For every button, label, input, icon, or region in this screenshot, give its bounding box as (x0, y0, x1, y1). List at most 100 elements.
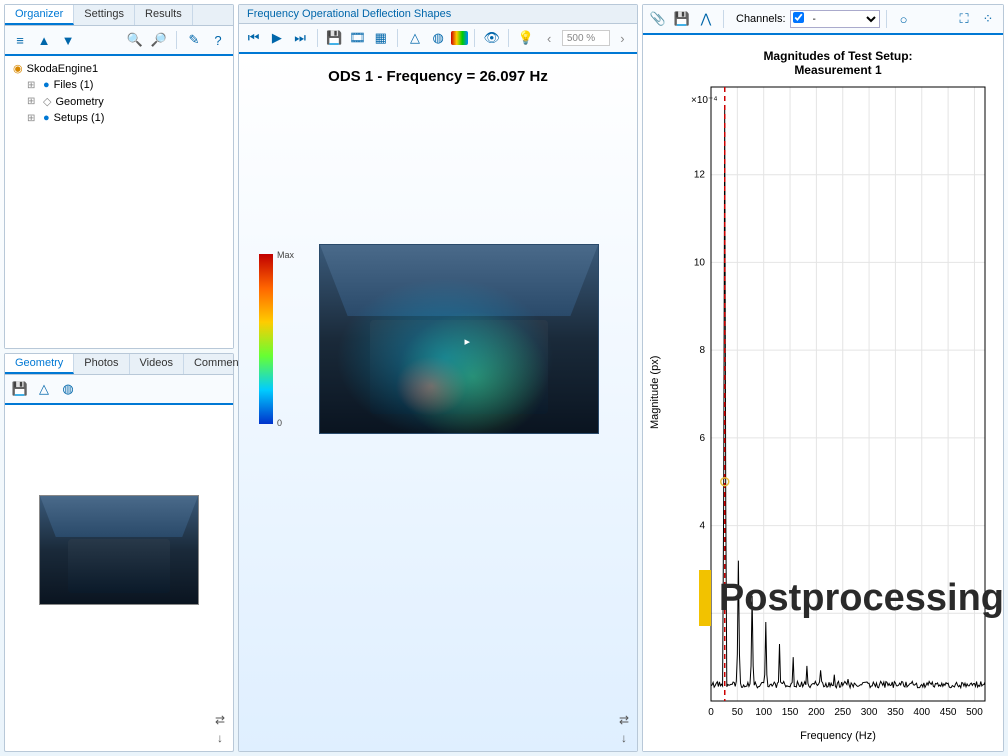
sphere-icon[interactable]: ◍ (57, 378, 79, 400)
zoom-plus-icon[interactable]: › (612, 27, 633, 49)
left-tabs: Organizer Settings Results (5, 5, 233, 26)
svg-text:6: 6 (699, 433, 705, 444)
play-icon[interactable]: ▶ (266, 27, 287, 49)
ods-toolbar: ⏮ ▶ ⏭ 💾 🎞 ▦ △ ◍ 👁 💡 ‹ › (239, 24, 637, 54)
tree-root-label: SkodaEngine1 (27, 63, 99, 75)
add-user-icon[interactable]: ▲ (33, 29, 55, 51)
arrow-down-icon[interactable]: ↓ (217, 731, 223, 745)
film-icon[interactable]: 🎞 (347, 27, 368, 49)
expand-icon[interactable]: ⊞ (27, 80, 39, 91)
help-icon[interactable]: ? (207, 29, 229, 51)
edit-icon[interactable]: ✎ (183, 29, 205, 51)
tree-root[interactable]: ◉ SkodaEngine1 (9, 60, 229, 77)
geometry-thumbnail[interactable] (39, 495, 199, 605)
tree-item-geometry[interactable]: ⊞ ◇ Geometry (9, 93, 229, 110)
tree-item-setups[interactable]: ⊞ ● Setups (1) (9, 110, 229, 126)
grid-icon[interactable]: ▦ (370, 27, 391, 49)
chart-panel: › 📎 💾 ⋀ Channels: - ○ ⛶ ⁘ (642, 4, 1004, 752)
x-axis-label: Frequency (Hz) (683, 730, 993, 742)
peak-icon[interactable]: ⋀ (695, 8, 717, 30)
cursor-icon: ▸ (465, 335, 471, 348)
y-axis-label: Magnitude (px) (649, 355, 661, 428)
skip-forward-icon[interactable]: ⏭ (289, 27, 310, 49)
overlay-label: Postprocessing (699, 570, 1004, 626)
svg-text:12: 12 (694, 170, 706, 181)
tree-label: Setups (1) (54, 112, 105, 124)
triangle-icon[interactable]: △ (404, 27, 425, 49)
tab-videos[interactable]: Videos (130, 354, 184, 374)
ods-panel-title: Frequency Operational Deflection Shapes (239, 5, 637, 24)
zoom-out-icon[interactable]: 🔎 (148, 29, 170, 51)
svg-text:450: 450 (940, 707, 957, 718)
svg-text:350: 350 (887, 707, 904, 718)
expand-icon[interactable]: ⊞ (27, 113, 39, 124)
tab-organizer[interactable]: Organizer (5, 5, 74, 25)
svg-text:4: 4 (699, 521, 705, 532)
save-icon[interactable]: 💾 (324, 27, 345, 49)
geometry-panel: Geometry Photos Videos Comment 💾 △ ◍ ⇄ ↓ (4, 353, 234, 752)
colormap-icon[interactable] (451, 31, 468, 45)
tree-label: Files (1) (54, 79, 94, 91)
ods-view[interactable]: ODS 1 - Frequency = 26.097 Hz Max 0 ▸ (239, 54, 637, 751)
remove-user-icon[interactable]: ▼ (57, 29, 79, 51)
svg-text:250: 250 (834, 707, 851, 718)
dot-icon: ● (43, 112, 50, 124)
svg-text:400: 400 (913, 707, 930, 718)
ods-panel: Frequency Operational Deflection Shapes … (238, 4, 638, 752)
y-exponent: ×10⁻⁴ (691, 95, 718, 106)
save-icon[interactable]: 💾 (671, 8, 693, 30)
zoom-input[interactable] (562, 30, 610, 46)
geometry-toolbar: 💾 △ ◍ (5, 375, 233, 405)
scatter-icon[interactable]: ⁘ (977, 8, 999, 30)
svg-text:500: 500 (966, 707, 983, 718)
svg-text:0: 0 (708, 707, 714, 718)
svg-text:100: 100 (755, 707, 772, 718)
circle-icon[interactable]: ○ (893, 8, 915, 30)
colorbar-max: Max (277, 250, 294, 260)
colorbar-min: 0 (277, 418, 282, 428)
skip-back-icon[interactable]: ⏮ (243, 27, 264, 49)
axis-toggle-icon[interactable]: ⇄ (215, 713, 225, 727)
dot-icon: ● (43, 79, 50, 91)
svg-text:10: 10 (694, 257, 706, 268)
svg-text:50: 50 (732, 707, 744, 718)
cube-icon: ◉ (13, 62, 23, 75)
bulb-icon[interactable]: 💡 (515, 27, 536, 49)
bottom-tabs: Geometry Photos Videos Comment (5, 354, 233, 375)
tab-results[interactable]: Results (135, 5, 193, 25)
tab-settings[interactable]: Settings (74, 5, 135, 25)
tree-item-files[interactable]: ⊞ ● Files (1) (9, 77, 229, 93)
channel-checkbox[interactable] (793, 12, 804, 23)
svg-text:8: 8 (699, 345, 705, 356)
magnitude-chart[interactable]: Magnitudes of Test Setup: Measurement 1 … (643, 35, 1003, 751)
chart-toolbar: 📎 💾 ⋀ Channels: - ○ ⛶ ⁘ (643, 5, 1003, 35)
triangle-icon[interactable]: △ (33, 378, 55, 400)
chart-canvas: 05010015020025030035040045050024681012 (683, 81, 993, 727)
attach-icon[interactable]: 📎 (647, 8, 669, 30)
zoom-minus-icon[interactable]: ‹ (539, 27, 560, 49)
colorbar: Max 0 (259, 254, 273, 424)
tab-geometry[interactable]: Geometry (5, 354, 74, 374)
axis-toggle-icon[interactable]: ⇄ (619, 713, 629, 727)
chart-title: Magnitudes of Test Setup: Measurement 1 (683, 45, 993, 81)
channels-label: Channels: (736, 13, 786, 25)
save-icon[interactable]: 💾 (9, 378, 31, 400)
geometry-icon: ◇ (43, 95, 51, 108)
target-icon[interactable]: ⛶ (953, 8, 975, 30)
svg-text:150: 150 (782, 707, 799, 718)
list-icon[interactable]: ≡ (9, 29, 31, 51)
svg-text:200: 200 (808, 707, 825, 718)
svg-text:300: 300 (861, 707, 878, 718)
ods-title: ODS 1 - Frequency = 26.097 Hz (247, 62, 629, 95)
zoom-in-icon[interactable]: 🔍 (124, 29, 146, 51)
project-tree: ◉ SkodaEngine1 ⊞ ● Files (1) ⊞ ◇ Geometr… (5, 56, 233, 348)
eye-icon[interactable]: 👁 (481, 27, 502, 49)
organizer-toolbar: ≡ ▲ ▼ 🔍 🔎 ✎ ? (5, 26, 233, 56)
expand-icon[interactable]: ⊞ (27, 96, 39, 107)
arrow-down-icon[interactable]: ↓ (621, 731, 627, 745)
sphere-icon[interactable]: ◍ (428, 27, 449, 49)
tab-photos[interactable]: Photos (74, 354, 129, 374)
tree-label: Geometry (55, 96, 103, 108)
engine-ods-image: ▸ (319, 244, 599, 434)
organizer-panel: Organizer Settings Results ≡ ▲ ▼ 🔍 🔎 ✎ ?… (4, 4, 234, 349)
